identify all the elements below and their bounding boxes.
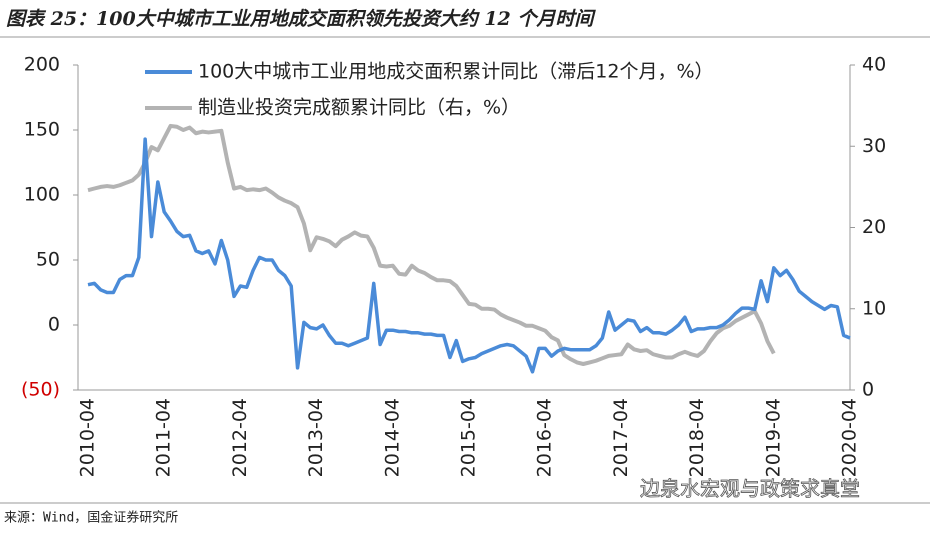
legend-label: 100大中城市工业用地成交面积累计同比（滞后12个月，%）	[198, 61, 714, 83]
legend-label: 制造业投资完成额累计同比（右，%）	[198, 97, 520, 119]
y-tick-label: (50)	[21, 379, 60, 401]
y2-tick-label: 10	[862, 297, 886, 319]
x-tick-label: 2018-04	[686, 398, 708, 477]
x-tick-label: 2011-04	[153, 398, 175, 477]
y-tick-label: 100	[24, 184, 60, 206]
y-tick-label: 200	[24, 54, 60, 76]
series-line	[87, 137, 851, 374]
source: 来源：Wind，国金证券研究所	[4, 510, 178, 526]
y-tick-label: 0	[48, 314, 60, 336]
y2-tick-label: 0	[862, 379, 874, 401]
x-tick-label: 2010-04	[77, 398, 99, 477]
x-tick-label: 2019-04	[762, 398, 784, 477]
chart-title: 图表 25：100大中城市工业用地成交面积领先投资大约 12 个月时间	[6, 8, 596, 30]
y-tick-label: 150	[24, 119, 60, 141]
y2-tick-label: 20	[862, 216, 886, 238]
x-tick-label: 2020-04	[839, 398, 861, 477]
x-tick-label: 2016-04	[534, 398, 556, 477]
series-line	[87, 123, 776, 366]
x-tick-label: 2014-04	[381, 398, 403, 477]
x-tick-label: 2017-04	[610, 398, 632, 477]
y2-tick-label: 40	[862, 54, 886, 76]
y-tick-label: 50	[36, 249, 60, 271]
y2-tick-label: 30	[862, 135, 886, 157]
x-tick-label: 2013-04	[305, 398, 327, 477]
watermark: 边泉水宏观与政策求真堂	[640, 477, 860, 501]
x-tick-label: 2012-04	[229, 398, 251, 477]
x-tick-label: 2015-04	[458, 398, 480, 477]
